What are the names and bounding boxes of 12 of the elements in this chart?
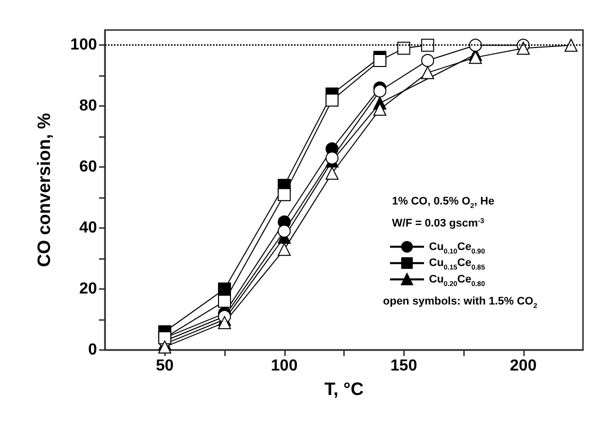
- y-tick-label: 20: [79, 280, 98, 298]
- y-tick-label: 80: [79, 98, 98, 115]
- y-tick-label: 100: [70, 36, 98, 54]
- x-tick-label: 100: [270, 358, 298, 374]
- x-axis-title: T, °C: [324, 379, 364, 399]
- x-tick-label: 200: [510, 358, 537, 374]
- y-axis-title: CO conversion, %: [34, 112, 54, 268]
- x-tick-label: 50: [156, 358, 174, 374]
- y-tick-label: 40: [79, 220, 98, 237]
- y-tick-label: 0: [88, 342, 98, 358]
- x-tick-label: 150: [390, 358, 418, 374]
- y-tick-label: 60: [79, 158, 98, 176]
